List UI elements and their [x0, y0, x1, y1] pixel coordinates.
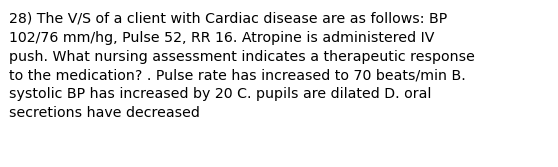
Text: 28) The V/S of a client with Cardiac disease are as follows: BP
102/76 mm/hg, Pu: 28) The V/S of a client with Cardiac dis…	[9, 12, 475, 120]
